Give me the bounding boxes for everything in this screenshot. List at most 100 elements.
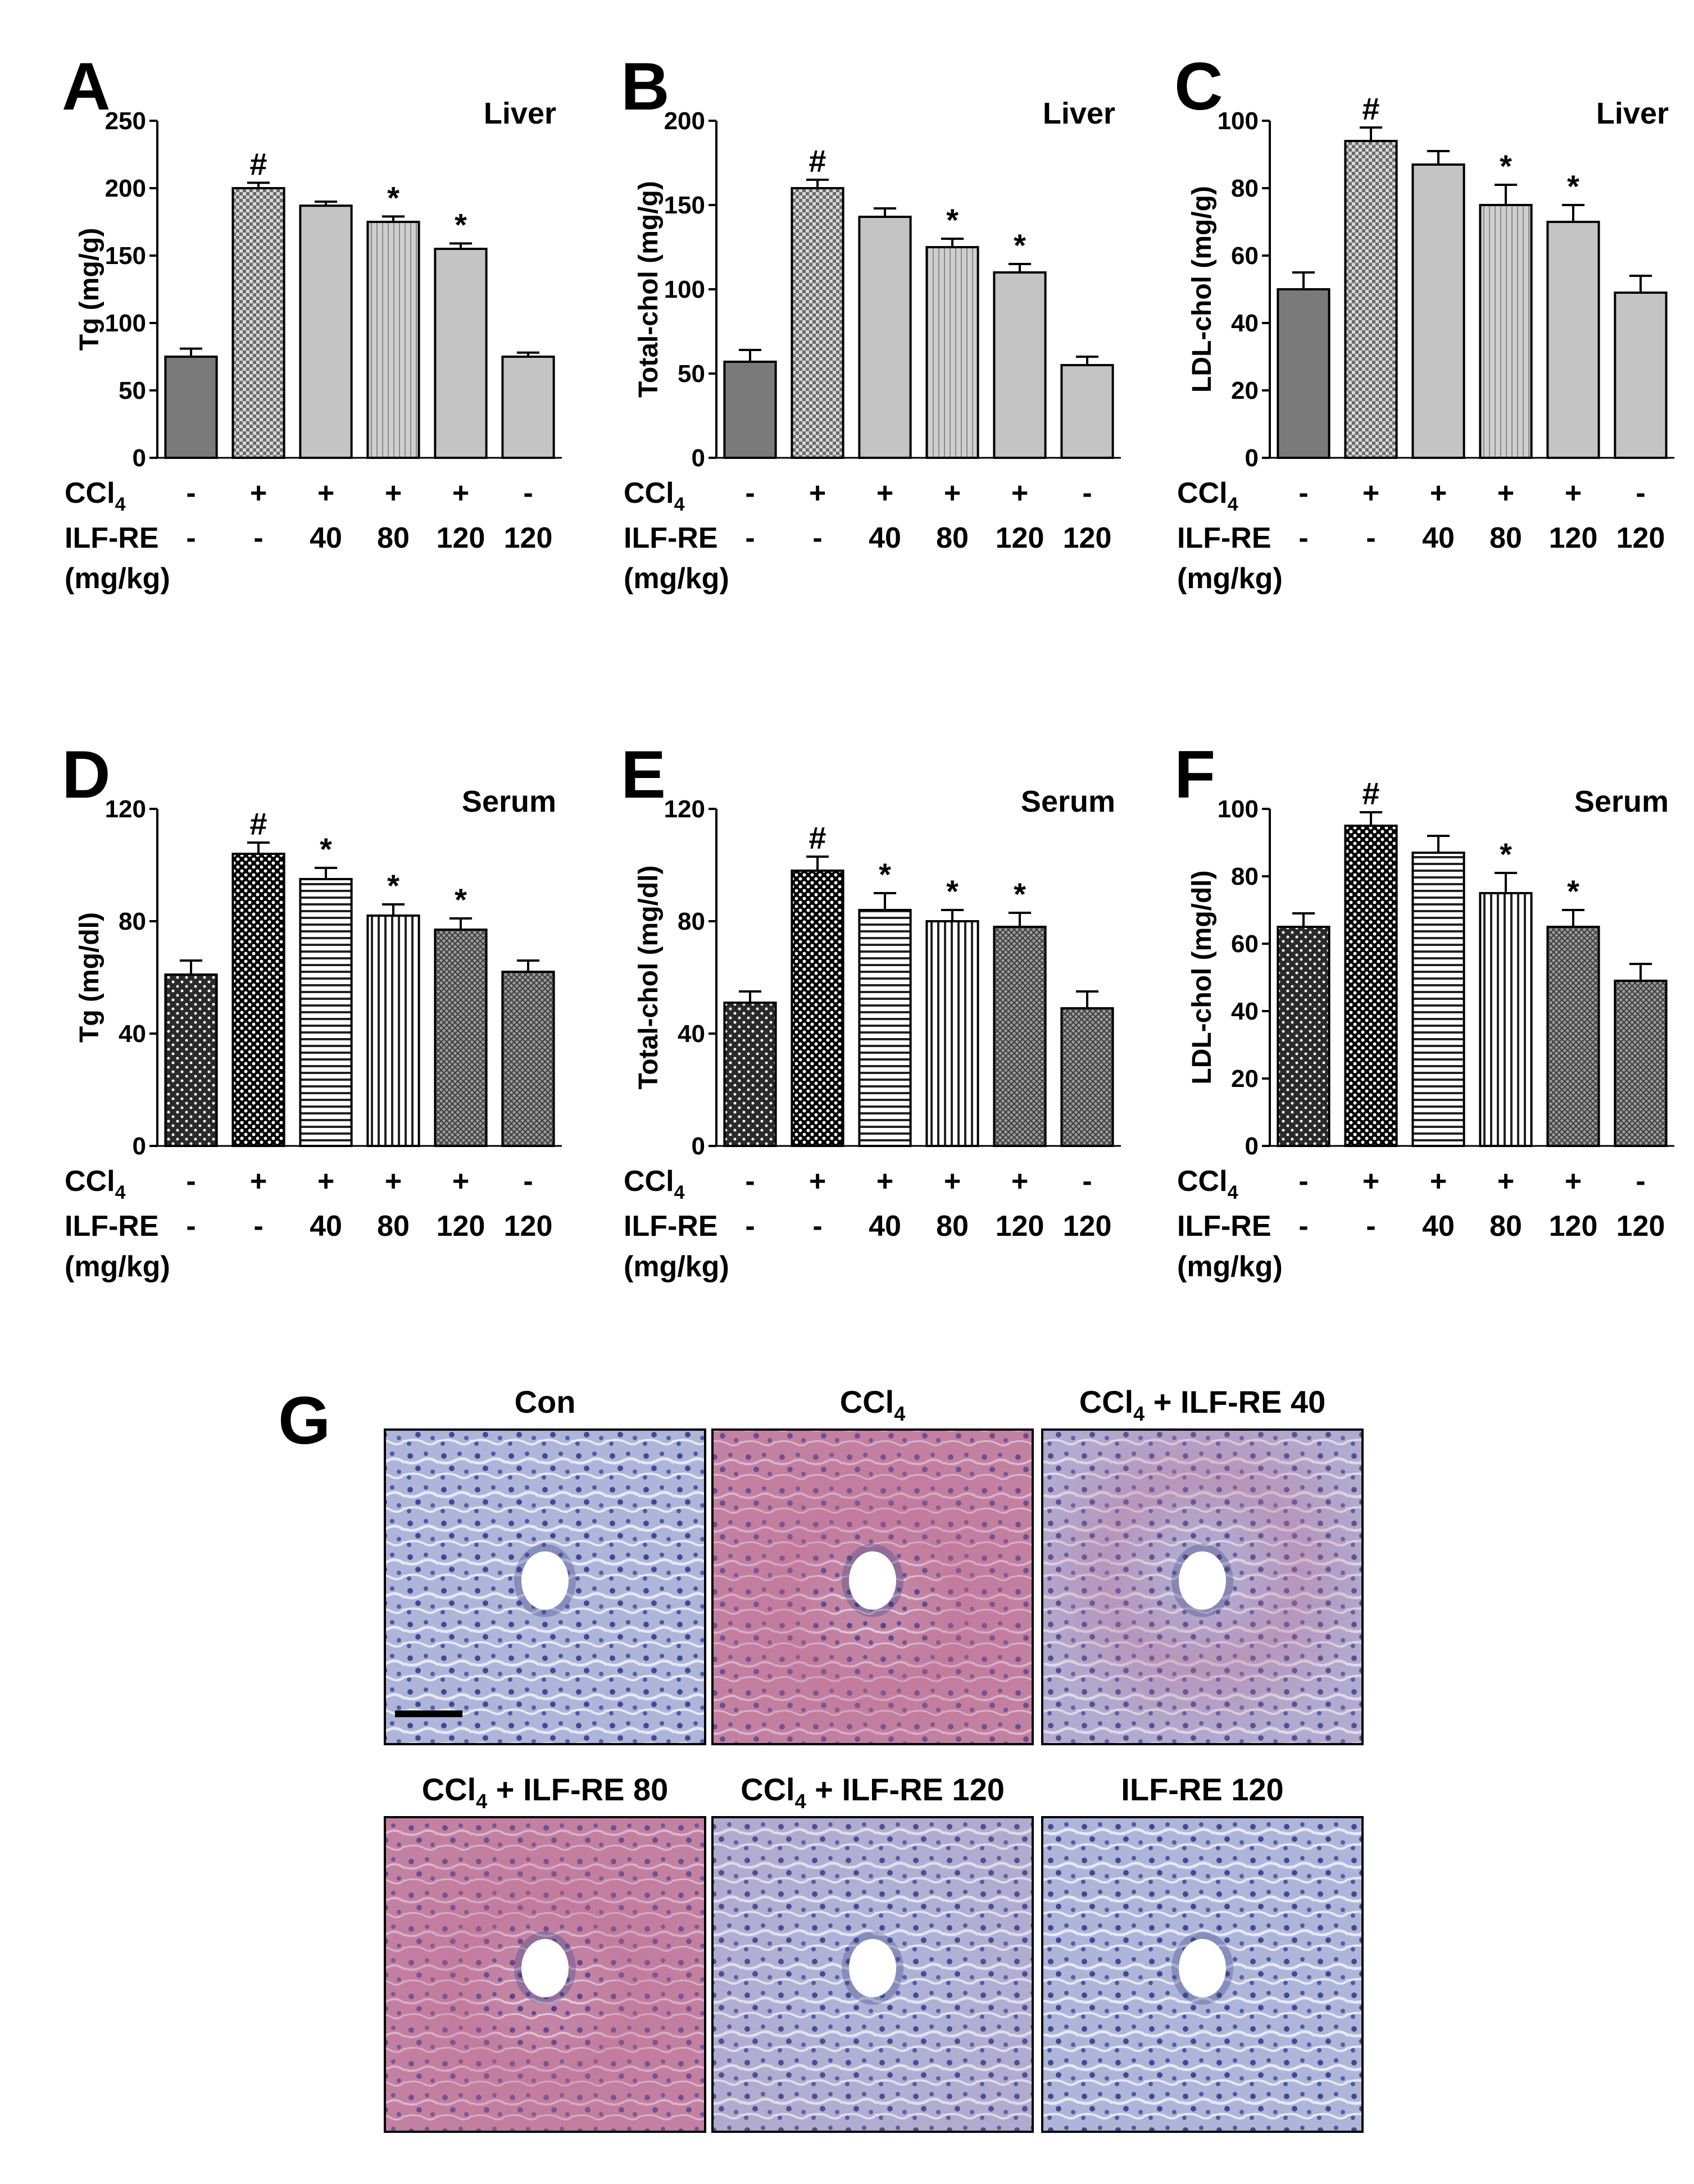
ilf-row-label: ILF-RE xyxy=(65,522,159,554)
micrograph-title: CCl4 xyxy=(840,1384,905,1425)
central-vein xyxy=(521,1551,569,1610)
bar xyxy=(1411,852,1465,1147)
ccl4-value: + xyxy=(317,477,334,509)
micrograph-title: ILF-RE 120 xyxy=(1121,1772,1283,1807)
bar xyxy=(993,926,1047,1147)
ccl4-value: + xyxy=(809,477,826,509)
bar xyxy=(925,246,979,459)
significance-mark: * xyxy=(1567,873,1579,909)
y-tick-label: 200 xyxy=(664,107,705,135)
bar xyxy=(1060,364,1114,459)
ccl4-value: + xyxy=(452,1165,469,1198)
ccl4-value: + xyxy=(876,1165,893,1198)
ccl4-value: - xyxy=(1082,477,1092,509)
ccl4-value: - xyxy=(186,1165,196,1198)
ccl4-value: + xyxy=(876,477,893,509)
significance-mark: # xyxy=(249,806,267,841)
y-tick-label: 20 xyxy=(1231,377,1259,404)
ccl4-value: + xyxy=(317,1165,334,1198)
micrograph-frame xyxy=(711,1816,1034,2133)
significance-mark: * xyxy=(1014,876,1026,912)
central-vein xyxy=(1179,1939,1226,1998)
y-tick-label: 100 xyxy=(1218,107,1259,135)
ilf-value: 120 xyxy=(437,522,485,554)
ilf-value: 120 xyxy=(437,1210,485,1243)
y-axis-title: LDL-chol (mg/g) xyxy=(1187,186,1217,393)
ccl4-value: - xyxy=(745,1165,755,1198)
bar xyxy=(858,216,912,459)
y-tick-label: 60 xyxy=(1231,930,1259,958)
micrograph-image xyxy=(712,1430,1033,1744)
ilf-value: - xyxy=(812,1210,822,1243)
y-tick-label: 50 xyxy=(678,360,705,388)
bar xyxy=(1344,825,1398,1147)
bar xyxy=(434,248,488,459)
micrograph-frame xyxy=(1041,1816,1364,2133)
bar xyxy=(858,909,912,1147)
bar xyxy=(791,187,844,459)
bar xyxy=(164,356,218,459)
significance-mark: * xyxy=(1567,169,1579,204)
y-axis-title: LDL-chol (mg/dl) xyxy=(1187,870,1217,1084)
panel-letter: B xyxy=(621,49,670,124)
y-tick-label: 40 xyxy=(678,1020,705,1048)
y-tick-label: 0 xyxy=(692,1132,705,1160)
significance-mark: * xyxy=(1014,228,1026,263)
y-tick-label: 0 xyxy=(1245,1132,1259,1160)
chart-title: Liver xyxy=(1596,97,1669,130)
ccl4-value: - xyxy=(1298,477,1308,509)
micrograph-image xyxy=(385,1430,705,1744)
ilf-value: - xyxy=(745,1210,755,1243)
micrograph-panel: CCl4 xyxy=(711,1384,1034,1745)
bar xyxy=(164,973,218,1147)
panel-letter: D xyxy=(62,737,111,812)
ccl4-row-label: CCl4 xyxy=(65,1165,126,1203)
y-axis-title: Tg (mg/dl) xyxy=(75,912,105,1043)
ilf-value: 80 xyxy=(1489,1210,1522,1243)
ccl4-value: + xyxy=(944,477,961,509)
bar xyxy=(1277,926,1330,1147)
chart-title: Serum xyxy=(1021,785,1115,818)
y-tick-label: 80 xyxy=(1231,175,1259,202)
bar xyxy=(366,221,420,459)
micrograph-frame xyxy=(384,1428,706,1745)
micrograph-panel: ILF-RE 120 xyxy=(1041,1772,1364,2133)
ilf-value: 120 xyxy=(1616,1210,1665,1243)
ccl4-value: - xyxy=(523,477,533,509)
ccl4-row-label: CCl4 xyxy=(1177,477,1238,515)
y-tick-label: 40 xyxy=(119,1020,146,1048)
ilf-row-label: ILF-RE xyxy=(624,1210,718,1243)
ilf-value: 80 xyxy=(1489,522,1522,554)
micrograph-frame xyxy=(1041,1428,1364,1745)
ilf-value: 80 xyxy=(936,522,969,554)
bar xyxy=(1277,288,1330,459)
micrograph-panel: Con xyxy=(384,1384,706,1745)
bar xyxy=(501,971,555,1147)
panel-letter: E xyxy=(621,737,666,812)
bar xyxy=(1614,292,1668,459)
bar xyxy=(723,361,777,459)
significance-mark: * xyxy=(387,180,399,215)
y-tick-label: 80 xyxy=(678,908,705,935)
micrographs-layer: G Con CCl4 CCl4 + ILF-RE 40 CCl4 + ILF-RE 80… xyxy=(278,1383,1364,2133)
ccl4-value: - xyxy=(745,477,755,509)
panel-letter: A xyxy=(62,49,111,124)
ccl4-value: + xyxy=(809,1165,826,1198)
ilf-value: - xyxy=(1366,522,1375,554)
panel-letter: F xyxy=(1174,737,1215,812)
panel-letter-g: G xyxy=(278,1383,330,1458)
significance-mark: * xyxy=(455,882,467,917)
ilf-value: 120 xyxy=(996,522,1044,554)
micrograph-panel: CCl4 + ILF-RE 80 xyxy=(384,1772,706,2133)
ilf-value: - xyxy=(812,522,822,554)
ccl4-value: - xyxy=(1636,1165,1645,1198)
ccl4-value: - xyxy=(1636,477,1645,509)
ccl4-row-label: CCl4 xyxy=(1177,1165,1238,1203)
central-vein xyxy=(1179,1551,1226,1610)
ilf-row-label: ILF-RE xyxy=(624,522,718,554)
y-axis-title: Tg (mg/g) xyxy=(75,228,105,351)
bar xyxy=(723,1002,777,1147)
chart-panel-e: E Serum 0 40 80 120 Total-chol (mg/dl) # * * * CCl4… xyxy=(621,737,1121,1283)
ilf-value: 120 xyxy=(504,1210,553,1243)
